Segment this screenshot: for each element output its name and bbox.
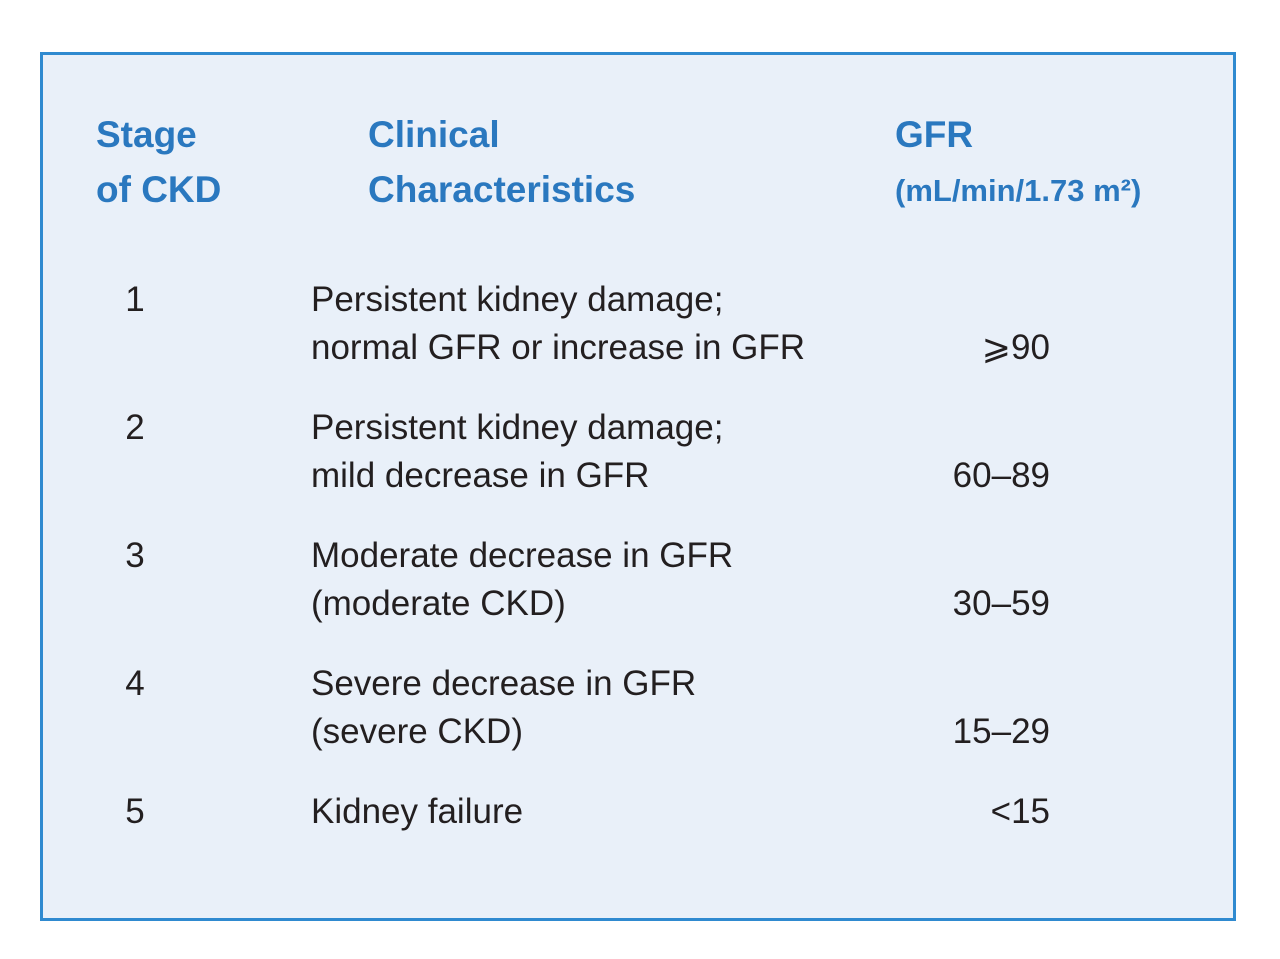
gfr-value: 30–59: [952, 584, 1050, 623]
stage-number: 3: [125, 536, 145, 575]
column-header: of CKD: [96, 169, 222, 210]
gfr-value: 60–89: [952, 456, 1050, 495]
stage-number: 4: [125, 664, 145, 703]
clinical-characteristic: normal GFR or increase in GFR: [311, 328, 806, 367]
gfr-value: <15: [990, 792, 1050, 831]
column-header: Clinical: [368, 114, 500, 155]
clinical-characteristic: Persistent kidney damage;: [311, 408, 724, 447]
stage-number: 1: [125, 280, 145, 319]
stage-number: 2: [125, 408, 145, 447]
stage-number: 5: [125, 792, 145, 831]
column-header: Stage: [96, 114, 197, 155]
table-panel: [40, 52, 1236, 921]
column-header: (mL/min/1.73 m²): [895, 173, 1142, 208]
gfr-value: 15–29: [952, 712, 1050, 751]
column-header: Characteristics: [368, 169, 636, 210]
clinical-characteristic: Kidney failure: [311, 792, 524, 831]
column-header: GFR: [895, 114, 974, 155]
gfr-value: ⩾90: [981, 328, 1050, 367]
clinical-characteristic: Persistent kidney damage;: [311, 280, 724, 319]
clinical-characteristic: Moderate decrease in GFR: [311, 536, 734, 575]
clinical-characteristic: Severe decrease in GFR: [311, 664, 697, 703]
clinical-characteristic: mild decrease in GFR: [311, 456, 650, 495]
clinical-characteristic: (moderate CKD): [311, 584, 566, 623]
clinical-characteristic: (severe CKD): [311, 712, 523, 751]
